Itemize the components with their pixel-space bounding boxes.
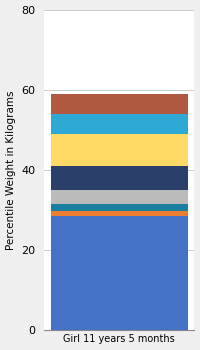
Bar [51, 190, 188, 204]
Y-axis label: Percentile Weight in Kilograms: Percentile Weight in Kilograms [6, 90, 16, 250]
Bar [51, 211, 188, 216]
Bar [51, 94, 188, 114]
Bar [51, 216, 188, 330]
Bar [51, 134, 188, 166]
Bar [51, 114, 188, 134]
Bar [51, 204, 188, 211]
Bar [51, 166, 188, 190]
